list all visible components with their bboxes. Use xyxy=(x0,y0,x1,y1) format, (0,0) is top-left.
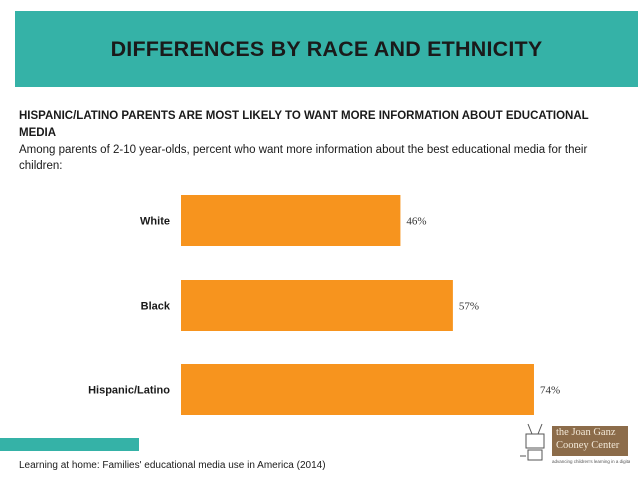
bar-black xyxy=(181,280,453,331)
accent-bar xyxy=(0,438,139,451)
data-label: 46% xyxy=(406,216,426,228)
category-label: White xyxy=(140,216,170,228)
logo-tagline: advancing children's learning in a digit… xyxy=(552,459,630,464)
cooney-center-logo: the Joan Ganz Cooney Center advancing chi… xyxy=(518,420,630,470)
logo-text: the Joan Ganz Cooney Center xyxy=(552,426,628,456)
category-label: Black xyxy=(141,301,171,313)
bar-white xyxy=(181,195,401,246)
data-label: 57% xyxy=(459,301,479,313)
header-banner xyxy=(15,11,638,87)
chart-description: Among parents of 2-10 year-olds, percent… xyxy=(19,144,588,172)
category-label: Hispanic/Latino xyxy=(88,385,170,397)
source-note: Learning at home: Families' educational … xyxy=(19,460,326,471)
page-title: DIFFERENCES BY RACE AND ETHNICITY xyxy=(110,36,543,61)
bar-hispanic-latino xyxy=(181,364,534,415)
logo-mark-icon xyxy=(520,423,545,461)
data-label: 74% xyxy=(540,385,560,397)
chart-subheading: HISPANIC/LATINO PARENTS ARE MOST LIKELY … xyxy=(19,110,589,139)
